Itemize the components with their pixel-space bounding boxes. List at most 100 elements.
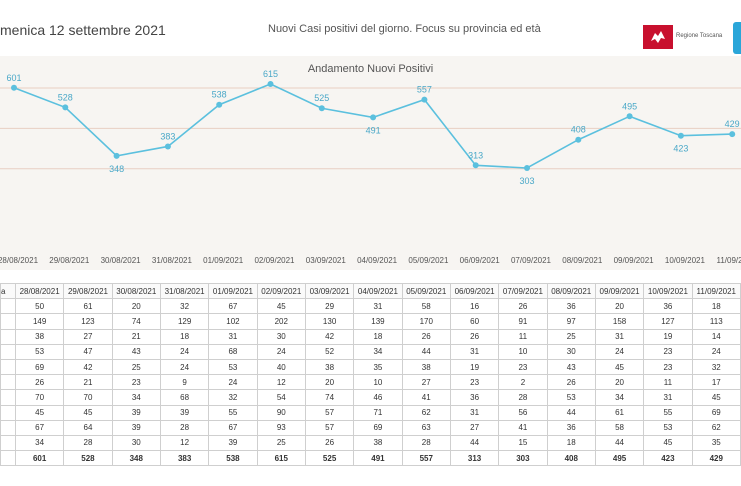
table-cell: 2 [498,374,548,391]
data-point[interactable] [318,105,325,112]
table-row: 45 45 39 39 55 90 57 71 62 31 56 44 61 55 69 [0,404,741,421]
table-cell: 15 [498,434,548,452]
table-cell [0,450,16,467]
chart-title: Andamento Nuovi Positivi [307,63,434,75]
table-cell: 69 [353,419,403,436]
table-cell: 31 [449,404,500,421]
table-cell: 32 [691,358,741,376]
table-cell: 19 [449,358,500,376]
data-point[interactable] [626,113,633,120]
table-cell: 63 [401,419,451,436]
data-label: 408 [571,125,586,135]
data-point[interactable] [472,162,479,169]
data-table: a 28/08/2021 29/08/2021 30/08/2021 31/08/202… [0,283,741,467]
x-tick-label: 31/08/2021 [152,256,193,265]
chart-panel [0,56,741,270]
data-point[interactable] [164,143,171,150]
table-cell: 43 [546,358,596,376]
table-cell: 12 [256,374,306,391]
table-total-row: 601 528 348 383 538 615 525 491 557 313 303 408 495 4… [0,450,741,467]
table-cell: 27 [401,374,451,391]
table-cell: 14 [691,328,741,345]
table-cell: 130 [304,313,355,330]
table-cell: 31 [208,328,258,345]
data-point[interactable] [729,131,736,138]
table-header-cell: 09/09/2021 [594,283,645,300]
data-label: 601 [6,73,21,83]
table-cell: 69 [691,404,741,421]
table-cell: 34 [594,389,645,406]
x-tick-label: 01/09/2021 [203,256,244,265]
table-cell: 70 [63,389,113,406]
table-cell: 32 [159,298,210,315]
table-cell: 40 [256,358,306,376]
table-cell: 18 [691,298,741,315]
table-cell: 62 [401,404,451,421]
table-cell: 53 [208,358,258,376]
data-label: 429 [725,119,740,129]
table-cell: 93 [256,419,306,436]
table-cell: 11 [643,374,693,391]
table-cell: 69 [14,358,65,376]
table-cell: 45 [63,404,113,421]
x-tick-label: 30/08/2021 [101,256,142,265]
table-header-cell: 29/08/2021 [63,283,113,300]
table-cell: 41 [401,389,451,406]
table-header-cell: 30/08/2021 [111,283,161,300]
data-label: 495 [622,101,637,111]
data-point[interactable] [11,84,17,91]
table-cell [0,313,16,330]
data-point[interactable] [267,81,274,87]
table-header-cell: 02/09/2021 [256,283,306,300]
table-cell: 383 [159,450,210,467]
table-cell: 34 [353,343,403,360]
table-cell: 45 [691,389,741,406]
table-cell: 53 [546,389,596,406]
table-cell: 24 [159,358,210,376]
data-label: 615 [263,69,278,79]
data-point[interactable] [62,104,69,111]
data-point[interactable] [575,136,582,143]
x-tick-label: 02/09/2021 [254,256,295,265]
table-cell: 26 [546,374,596,391]
table-header-cell: 07/09/2021 [498,283,548,300]
table-cell: 36 [546,298,596,315]
data-point[interactable] [677,132,684,139]
table-cell: 45 [594,358,645,376]
data-point[interactable] [421,96,428,103]
corner-button[interactable] [733,22,741,54]
table-cell: 31 [449,343,500,360]
table-row: 38 27 21 18 31 30 42 18 26 26 11 25 31 19 14 [0,328,741,345]
table-cell: 538 [208,450,258,467]
table-cell: 39 [111,404,161,421]
data-point[interactable] [216,101,223,108]
data-point[interactable] [524,165,530,171]
table-header-cell: 08/09/2021 [546,283,596,300]
table-cell: 24 [256,343,306,360]
table-cell: 123 [63,313,113,330]
table-cell: 74 [111,313,161,330]
table-cell [0,389,16,406]
table-header-cell: 10/09/2021 [643,283,693,300]
table-cell: 61 [594,404,645,421]
table-cell: 67 [14,419,65,436]
table-cell: 52 [304,343,355,360]
table-cell: 429 [691,450,741,467]
table-cell: 39 [208,434,258,452]
table-cell: 56 [498,404,548,421]
data-point[interactable] [113,152,120,159]
table-cell: 21 [63,374,113,391]
table-cell: 29 [304,298,355,315]
table-cell: 42 [304,328,355,345]
table-header-cell: 03/09/2021 [304,283,355,300]
table-cell: 26 [14,374,65,391]
table-cell: 71 [353,404,403,421]
table-cell: 31 [353,298,403,315]
table-row: 50 61 20 32 67 45 29 31 58 16 26 36 20 36 18 [0,298,741,315]
table-cell [0,404,16,421]
x-tick-label: 05/09/2021 [408,256,449,265]
table-cell: 423 [643,450,693,467]
data-point[interactable] [370,114,377,121]
table-cell: 28 [498,389,548,406]
table-cell: 36 [546,419,596,436]
